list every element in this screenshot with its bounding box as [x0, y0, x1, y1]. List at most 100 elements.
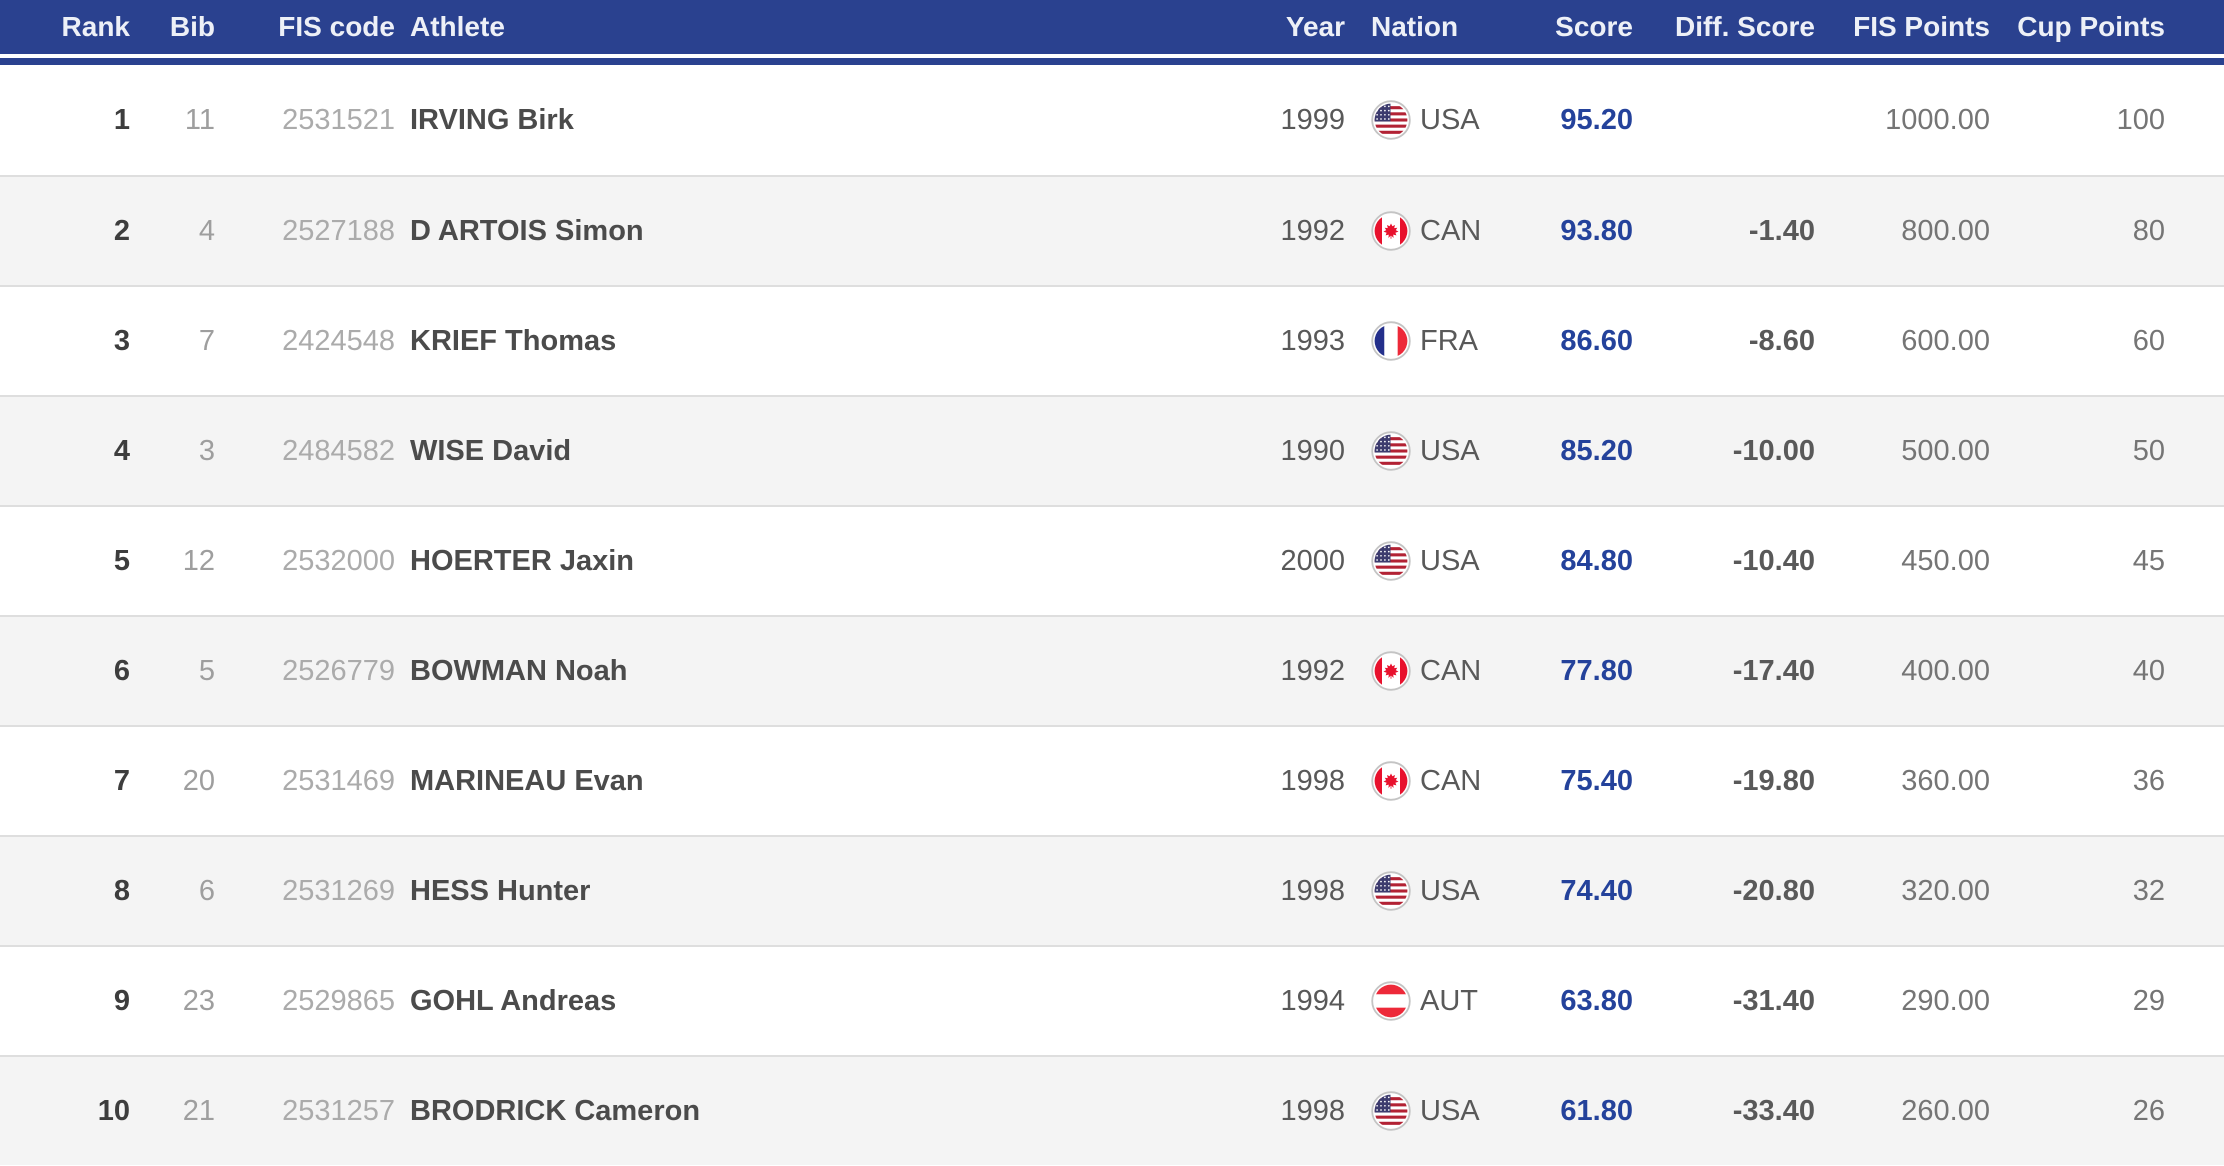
fis-code-cell: 2526779	[282, 654, 395, 687]
nation-code: USA	[1420, 874, 1480, 907]
nation-flag-icon	[1371, 761, 1411, 801]
cup-points-cell: 50	[2132, 434, 2165, 467]
table-row[interactable]: 4 3 2484582 WISE David 1990 USA 85.20 -1…	[0, 395, 2224, 505]
diff-score-cell: -31.40	[1732, 984, 1815, 1017]
diff-score-cell: -19.80	[1732, 764, 1815, 797]
nation-cell: FRA	[1345, 321, 1505, 361]
header-underline	[0, 58, 2224, 65]
score-cell: 75.40	[1560, 764, 1633, 797]
nation-cell: USA	[1345, 871, 1505, 911]
table-row[interactable]: 3 7 2424548 KRIEF Thomas 1993 FRA 86.60 …	[0, 285, 2224, 395]
table-row[interactable]: 8 6 2531269 HESS Hunter 1998 USA 74.40 -…	[0, 835, 2224, 945]
nation-flag-icon	[1371, 321, 1411, 361]
nation-code: USA	[1420, 434, 1480, 467]
fis-points-cell: 500.00	[1901, 434, 1990, 467]
fis-points-cell: 360.00	[1901, 764, 1990, 797]
year-cell: 1998	[1280, 764, 1345, 797]
year-cell: 1999	[1280, 103, 1345, 136]
bib-cell: 4	[198, 214, 215, 247]
fis-code-cell: 2424548	[282, 324, 395, 357]
table-row[interactable]: 10 21 2531257 BRODRICK Cameron 1998 USA …	[0, 1055, 2224, 1165]
nation-flag-icon	[1371, 1091, 1411, 1131]
bib-cell: 3	[198, 434, 215, 467]
bib-cell: 7	[198, 324, 215, 357]
score-cell: 77.80	[1560, 654, 1633, 687]
cup-points-cell: 100	[2116, 103, 2165, 136]
nation-cell: CAN	[1345, 761, 1505, 801]
rank-cell: 4	[113, 434, 130, 467]
nation-flag-icon	[1371, 541, 1411, 581]
year-cell: 2000	[1280, 544, 1345, 577]
athlete-name: GOHL Andreas	[410, 984, 617, 1017]
athlete-name: KRIEF Thomas	[410, 324, 617, 357]
nation-code: FRA	[1420, 324, 1478, 357]
diff-score-cell: -10.00	[1732, 434, 1815, 467]
score-cell: 84.80	[1560, 544, 1633, 577]
nation-cell: USA	[1345, 431, 1505, 471]
bib-cell: 6	[198, 874, 215, 907]
fis-code-cell: 2531521	[282, 103, 395, 136]
bib-cell: 12	[182, 544, 215, 577]
rank-cell: 8	[113, 874, 130, 907]
nation-flag-icon	[1371, 981, 1411, 1021]
year-cell: 1992	[1280, 654, 1345, 687]
header-score: Score	[1555, 11, 1633, 42]
fis-code-cell: 2531469	[282, 764, 395, 797]
rank-cell: 2	[113, 214, 130, 247]
fis-points-cell: 290.00	[1901, 984, 1990, 1017]
diff-score-cell: -1.40	[1748, 214, 1815, 247]
table-row[interactable]: 5 12 2532000 HOERTER Jaxin 2000 USA 84.8…	[0, 505, 2224, 615]
table-row[interactable]: 2 4 2527188 D ARTOIS Simon 1992 CAN 93.8…	[0, 175, 2224, 285]
table-header: Rank Bib FIS code Athlete Year Nation Sc…	[0, 0, 2224, 54]
table-row[interactable]: 1 11 2531521 IRVING Birk 1999 USA 95.20 …	[0, 65, 2224, 175]
score-cell: 74.40	[1560, 874, 1633, 907]
nation-code: CAN	[1420, 654, 1482, 687]
rank-cell: 9	[113, 984, 130, 1017]
diff-score-cell: -17.40	[1732, 654, 1815, 687]
table-row[interactable]: 7 20 2531469 MARINEAU Evan 1998 CAN 75.4…	[0, 725, 2224, 835]
cup-points-cell: 36	[2132, 764, 2165, 797]
nation-flag-icon	[1371, 431, 1411, 471]
rank-cell: 10	[97, 1094, 130, 1127]
diff-score-cell: -33.40	[1732, 1094, 1815, 1127]
fis-points-cell: 1000.00	[1885, 103, 1990, 136]
cup-points-cell: 29	[2132, 984, 2165, 1017]
header-gap	[0, 54, 2224, 58]
year-cell: 1994	[1280, 984, 1345, 1017]
header-year: Year	[1285, 11, 1345, 42]
header-bib: Bib	[169, 11, 215, 42]
fis-code-cell: 2529865	[282, 984, 395, 1017]
cup-points-cell: 40	[2132, 654, 2165, 687]
diff-score-cell: -10.40	[1732, 544, 1815, 577]
table-row[interactable]: 6 5 2526779 BOWMAN Noah 1992 CAN 77.80 -…	[0, 615, 2224, 725]
nation-flag-icon	[1371, 211, 1411, 251]
nation-flag-icon	[1371, 871, 1411, 911]
nation-cell: CAN	[1345, 211, 1505, 251]
header-fis-points: FIS Points	[1853, 11, 1990, 42]
fis-code-cell: 2531269	[282, 874, 395, 907]
rank-cell: 7	[113, 764, 130, 797]
nation-cell: AUT	[1345, 981, 1505, 1021]
bib-cell: 21	[182, 1094, 215, 1127]
header-athlete: Athlete	[410, 11, 505, 42]
score-cell: 95.20	[1560, 103, 1633, 136]
fis-code-cell: 2527188	[282, 214, 395, 247]
cup-points-cell: 60	[2132, 324, 2165, 357]
score-cell: 85.20	[1560, 434, 1633, 467]
score-cell: 93.80	[1560, 214, 1633, 247]
nation-flag-icon	[1371, 651, 1411, 691]
year-cell: 1998	[1280, 1094, 1345, 1127]
rank-cell: 3	[113, 324, 130, 357]
athlete-name: D ARTOIS Simon	[410, 214, 644, 247]
athlete-name: MARINEAU Evan	[410, 764, 644, 797]
year-cell: 1993	[1280, 324, 1345, 357]
nation-code: AUT	[1420, 984, 1478, 1017]
table-row[interactable]: 9 23 2529865 GOHL Andreas 1994 AUT 63.80…	[0, 945, 2224, 1055]
fis-points-cell: 260.00	[1901, 1094, 1990, 1127]
athlete-name: IRVING Birk	[410, 103, 574, 136]
fis-points-cell: 320.00	[1901, 874, 1990, 907]
rank-cell: 6	[113, 654, 130, 687]
diff-score-cell: -8.60	[1748, 324, 1815, 357]
fis-code-cell: 2484582	[282, 434, 395, 467]
